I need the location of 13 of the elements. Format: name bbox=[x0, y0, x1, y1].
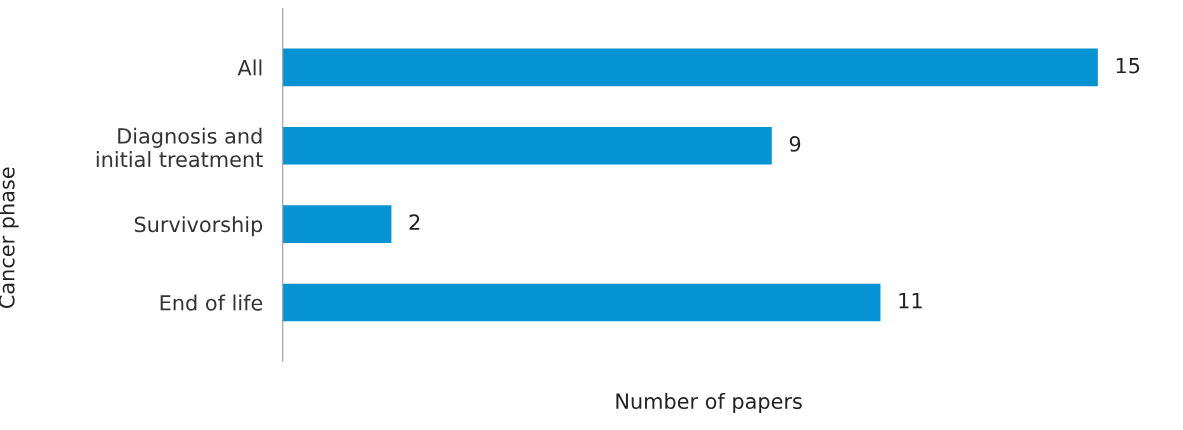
bar bbox=[282, 283, 881, 322]
bar bbox=[282, 126, 772, 165]
y-tick-label: Survivorship bbox=[134, 216, 263, 237]
y-tick-label: End of life bbox=[160, 294, 263, 311]
x-axis-title: Number of papers bbox=[616, 392, 802, 414]
data-label: 15 bbox=[1116, 57, 1140, 74]
y-tick-label: Diagnosis and initial treatment bbox=[96, 127, 263, 168]
data-label: 2 bbox=[409, 214, 420, 230]
data-label: 9 bbox=[789, 136, 801, 152]
data-label: 11 bbox=[899, 292, 922, 309]
y-tick-label: All bbox=[237, 59, 262, 76]
bar bbox=[282, 205, 392, 243]
bar bbox=[282, 48, 1098, 87]
